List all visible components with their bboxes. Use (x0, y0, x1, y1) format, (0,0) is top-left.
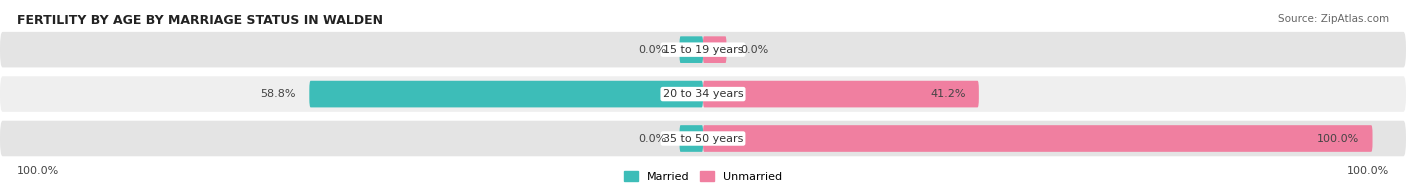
Text: 100.0%: 100.0% (1347, 166, 1389, 176)
Text: 15 to 19 years: 15 to 19 years (662, 45, 744, 55)
Text: 100.0%: 100.0% (17, 166, 59, 176)
Text: 41.2%: 41.2% (929, 89, 966, 99)
Text: 0.0%: 0.0% (638, 133, 666, 143)
Text: 100.0%: 100.0% (1317, 133, 1360, 143)
Text: Source: ZipAtlas.com: Source: ZipAtlas.com (1278, 14, 1389, 24)
Text: 20 to 34 years: 20 to 34 years (662, 89, 744, 99)
FancyBboxPatch shape (703, 81, 979, 107)
FancyBboxPatch shape (679, 36, 703, 63)
FancyBboxPatch shape (703, 125, 1372, 152)
FancyBboxPatch shape (309, 81, 703, 107)
FancyBboxPatch shape (0, 32, 1406, 67)
FancyBboxPatch shape (0, 76, 1406, 112)
Text: 58.8%: 58.8% (260, 89, 295, 99)
FancyBboxPatch shape (679, 125, 703, 152)
Text: FERTILITY BY AGE BY MARRIAGE STATUS IN WALDEN: FERTILITY BY AGE BY MARRIAGE STATUS IN W… (17, 14, 382, 27)
Text: 0.0%: 0.0% (638, 45, 666, 55)
Legend: Married, Unmarried: Married, Unmarried (621, 168, 785, 185)
FancyBboxPatch shape (703, 36, 727, 63)
FancyBboxPatch shape (0, 121, 1406, 156)
Text: 0.0%: 0.0% (740, 45, 768, 55)
Text: 35 to 50 years: 35 to 50 years (662, 133, 744, 143)
